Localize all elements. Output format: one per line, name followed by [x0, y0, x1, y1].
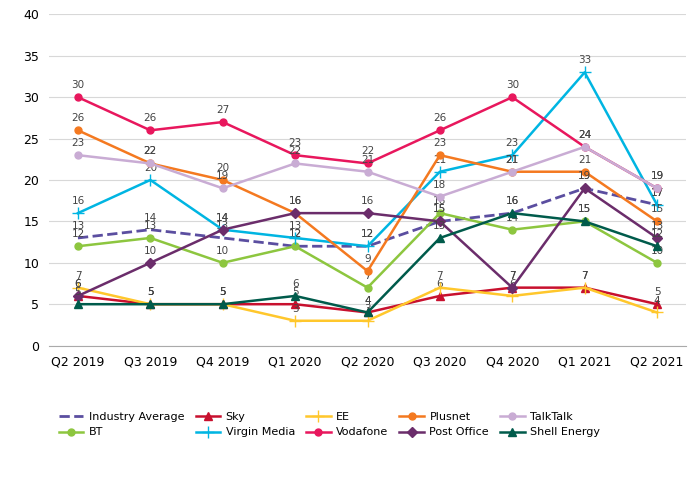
Text: 5: 5 [147, 287, 154, 297]
Text: 5: 5 [219, 287, 226, 297]
Text: 4: 4 [654, 296, 660, 306]
Text: 15: 15 [578, 204, 592, 215]
Text: 20: 20 [144, 163, 157, 173]
Text: 30: 30 [505, 80, 519, 90]
Text: 10: 10 [144, 246, 157, 256]
Text: 19: 19 [650, 171, 664, 181]
Text: 5: 5 [75, 287, 81, 297]
Text: 5: 5 [147, 287, 154, 297]
Text: 26: 26 [144, 113, 157, 123]
Text: 13: 13 [144, 221, 157, 231]
Text: 16: 16 [288, 196, 302, 206]
Text: 3: 3 [364, 304, 371, 314]
Text: 7: 7 [509, 271, 516, 281]
Legend: Industry Average, BT, Sky, Virgin Media, EE, Vodafone, Plusnet, Post Office, Tal: Industry Average, BT, Sky, Virgin Media,… [55, 408, 605, 442]
Text: 4: 4 [364, 296, 371, 306]
Text: 18: 18 [433, 180, 447, 190]
Text: 22: 22 [144, 146, 157, 156]
Text: 10: 10 [216, 246, 230, 256]
Text: 6: 6 [437, 279, 443, 289]
Text: 7: 7 [437, 271, 443, 281]
Text: 5: 5 [219, 287, 226, 297]
Text: 16: 16 [361, 196, 374, 206]
Text: 13: 13 [71, 221, 85, 231]
Text: 14: 14 [144, 213, 157, 223]
Text: 16: 16 [288, 196, 302, 206]
Text: 7: 7 [581, 271, 588, 281]
Text: 6: 6 [292, 279, 298, 289]
Text: 6: 6 [75, 279, 81, 289]
Text: 5: 5 [147, 287, 154, 297]
Text: 24: 24 [578, 130, 592, 140]
Text: 27: 27 [216, 105, 230, 115]
Text: 23: 23 [71, 138, 85, 148]
Text: 3: 3 [292, 304, 298, 314]
Text: 20: 20 [216, 163, 230, 173]
Text: 12: 12 [71, 229, 85, 240]
Text: 7: 7 [581, 271, 588, 281]
Text: 15: 15 [433, 204, 447, 215]
Text: 15: 15 [578, 204, 592, 215]
Text: 23: 23 [433, 138, 447, 148]
Text: 13: 13 [288, 221, 302, 231]
Text: 23: 23 [505, 138, 519, 148]
Text: 19: 19 [578, 171, 592, 181]
Text: 13: 13 [433, 221, 447, 231]
Text: 12: 12 [288, 229, 302, 240]
Text: 7: 7 [509, 271, 516, 281]
Text: 7: 7 [75, 271, 81, 281]
Text: 12: 12 [361, 229, 374, 240]
Text: 10: 10 [650, 246, 664, 256]
Text: 21: 21 [433, 155, 447, 165]
Text: 26: 26 [433, 113, 447, 123]
Text: 14: 14 [216, 213, 230, 223]
Text: 33: 33 [578, 55, 592, 65]
Text: 15: 15 [433, 204, 447, 215]
Text: 5: 5 [219, 287, 226, 297]
Text: 26: 26 [71, 113, 85, 123]
Text: 17: 17 [650, 188, 664, 198]
Text: 17: 17 [650, 188, 664, 198]
Text: 22: 22 [144, 146, 157, 156]
Text: 6: 6 [509, 279, 516, 289]
Text: 19: 19 [578, 171, 592, 181]
Text: 12: 12 [288, 229, 302, 240]
Text: 30: 30 [71, 80, 85, 90]
Text: 9: 9 [364, 254, 371, 264]
Text: 23: 23 [288, 138, 302, 148]
Text: 13: 13 [216, 221, 230, 231]
Text: 21: 21 [578, 155, 592, 165]
Text: 6: 6 [75, 279, 81, 289]
Text: 16: 16 [505, 196, 519, 206]
Text: 16: 16 [505, 196, 519, 206]
Text: 22: 22 [361, 146, 374, 156]
Text: 14: 14 [216, 213, 230, 223]
Text: 13: 13 [650, 221, 664, 231]
Text: 7: 7 [364, 271, 371, 281]
Text: 21: 21 [361, 155, 374, 165]
Text: 21: 21 [505, 155, 519, 165]
Text: 16: 16 [433, 196, 447, 206]
Text: 12: 12 [361, 229, 374, 240]
Text: 19: 19 [216, 171, 230, 181]
Text: 4: 4 [364, 296, 371, 306]
Text: 21: 21 [505, 155, 519, 165]
Text: 19: 19 [650, 171, 664, 181]
Text: 22: 22 [288, 146, 302, 156]
Text: 14: 14 [505, 213, 519, 223]
Text: 5: 5 [654, 287, 660, 297]
Text: 15: 15 [650, 204, 664, 215]
Text: 5: 5 [292, 287, 298, 297]
Text: 24: 24 [578, 130, 592, 140]
Text: 12: 12 [650, 229, 664, 240]
Text: 16: 16 [71, 196, 85, 206]
